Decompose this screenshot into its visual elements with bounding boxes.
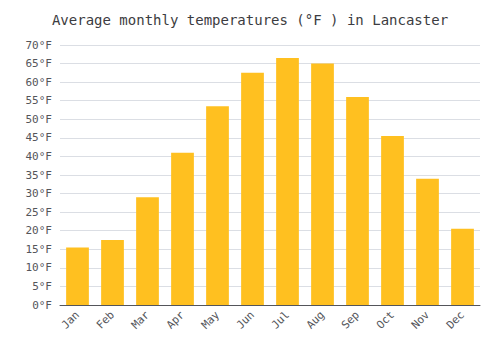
svg-text:40°F: 40°F <box>26 150 53 163</box>
svg-text:Nov: Nov <box>409 308 432 331</box>
svg-text:0°F: 0°F <box>32 299 52 312</box>
svg-text:30°F: 30°F <box>26 187 53 200</box>
svg-text:Aug: Aug <box>304 308 327 331</box>
svg-text:Oct: Oct <box>374 308 397 331</box>
svg-text:20°F: 20°F <box>26 224 53 237</box>
svg-text:5°F: 5°F <box>32 280 52 293</box>
svg-text:Sep: Sep <box>339 308 362 331</box>
svg-text:Average monthly temperatures (: Average monthly temperatures (°F ) in La… <box>52 12 448 28</box>
svg-text:Jul: Jul <box>269 308 292 331</box>
svg-text:Jan: Jan <box>59 308 82 331</box>
svg-text:Feb: Feb <box>94 308 117 331</box>
svg-text:45°F: 45°F <box>26 131 53 144</box>
svg-text:Dec: Dec <box>444 308 467 331</box>
svg-text:25°F: 25°F <box>26 206 53 219</box>
svg-text:65°F: 65°F <box>26 57 53 70</box>
svg-text:60°F: 60°F <box>26 76 53 89</box>
svg-text:10°F: 10°F <box>26 261 53 274</box>
svg-text:50°F: 50°F <box>26 113 53 126</box>
svg-text:35°F: 35°F <box>26 169 53 182</box>
svg-text:Apr: Apr <box>164 308 187 331</box>
svg-text:Mar: Mar <box>129 308 152 331</box>
svg-text:May: May <box>199 308 222 331</box>
svg-text:15°F: 15°F <box>26 243 53 256</box>
svg-text:70°F: 70°F <box>26 39 53 52</box>
svg-text:55°F: 55°F <box>26 94 53 107</box>
svg-text:Jun: Jun <box>234 308 257 331</box>
